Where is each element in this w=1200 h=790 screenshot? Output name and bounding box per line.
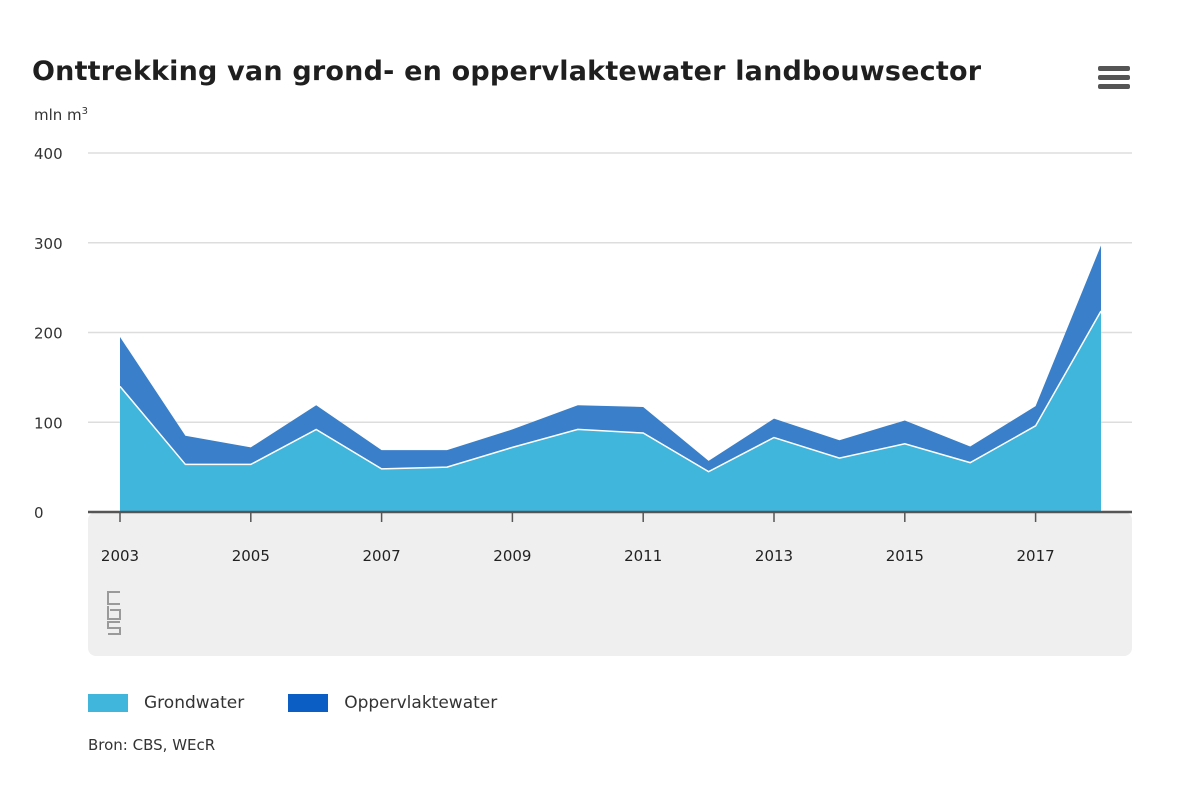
y-tick-label: 400 — [34, 145, 63, 163]
y-tick-label: 200 — [34, 325, 63, 343]
cbs-logo-icon — [107, 591, 121, 635]
logo-stroke — [107, 591, 120, 605]
y-tick-label: 0 — [34, 504, 44, 522]
x-tick-label: 2007 — [363, 547, 401, 565]
menu-bar — [1098, 66, 1130, 71]
legend-swatch-oppervlaktewater — [288, 694, 329, 712]
hamburger-menu-icon[interactable] — [1098, 66, 1130, 96]
unit-superscript: 3 — [81, 106, 89, 117]
x-tick-label: 2005 — [232, 547, 270, 565]
chart-title: Onttrekking van grond- en oppervlaktewat… — [32, 56, 982, 87]
x-tick-label: 2011 — [624, 547, 662, 565]
x-axis-panel — [88, 512, 1132, 656]
legend-label-oppervlaktewater: Oppervlaktewater — [344, 693, 498, 713]
menu-bar — [1098, 84, 1130, 89]
x-tick-label: 2015 — [886, 547, 924, 565]
y-axis-unit: mln m3 — [34, 106, 88, 124]
area-grondwater — [120, 310, 1101, 512]
y-tick-label: 100 — [34, 414, 63, 432]
legend-item-oppervlaktewater[interactable]: Oppervlaktewater — [288, 693, 497, 713]
x-tick-label: 2003 — [101, 547, 139, 565]
legend-swatch-grondwater — [88, 694, 128, 712]
x-tick-label: 2009 — [493, 547, 531, 565]
grondwater-boundary-line — [119, 310, 1102, 473]
legend: Grondwater Oppervlaktewater — [88, 690, 541, 716]
area-oppervlaktewater — [120, 245, 1101, 472]
x-tick-label: 2017 — [1017, 547, 1055, 565]
legend-label-grondwater: Grondwater — [144, 693, 245, 713]
menu-bar — [1098, 75, 1130, 80]
legend-item-grondwater[interactable]: Grondwater — [88, 693, 244, 713]
logo-stroke — [107, 606, 121, 620]
x-tick-label: 2013 — [755, 547, 793, 565]
logo-stroke — [107, 621, 121, 635]
unit-text: mln m — [34, 106, 82, 124]
source-note: Bron: CBS, WEcR — [88, 736, 216, 754]
y-tick-label: 300 — [34, 235, 63, 253]
